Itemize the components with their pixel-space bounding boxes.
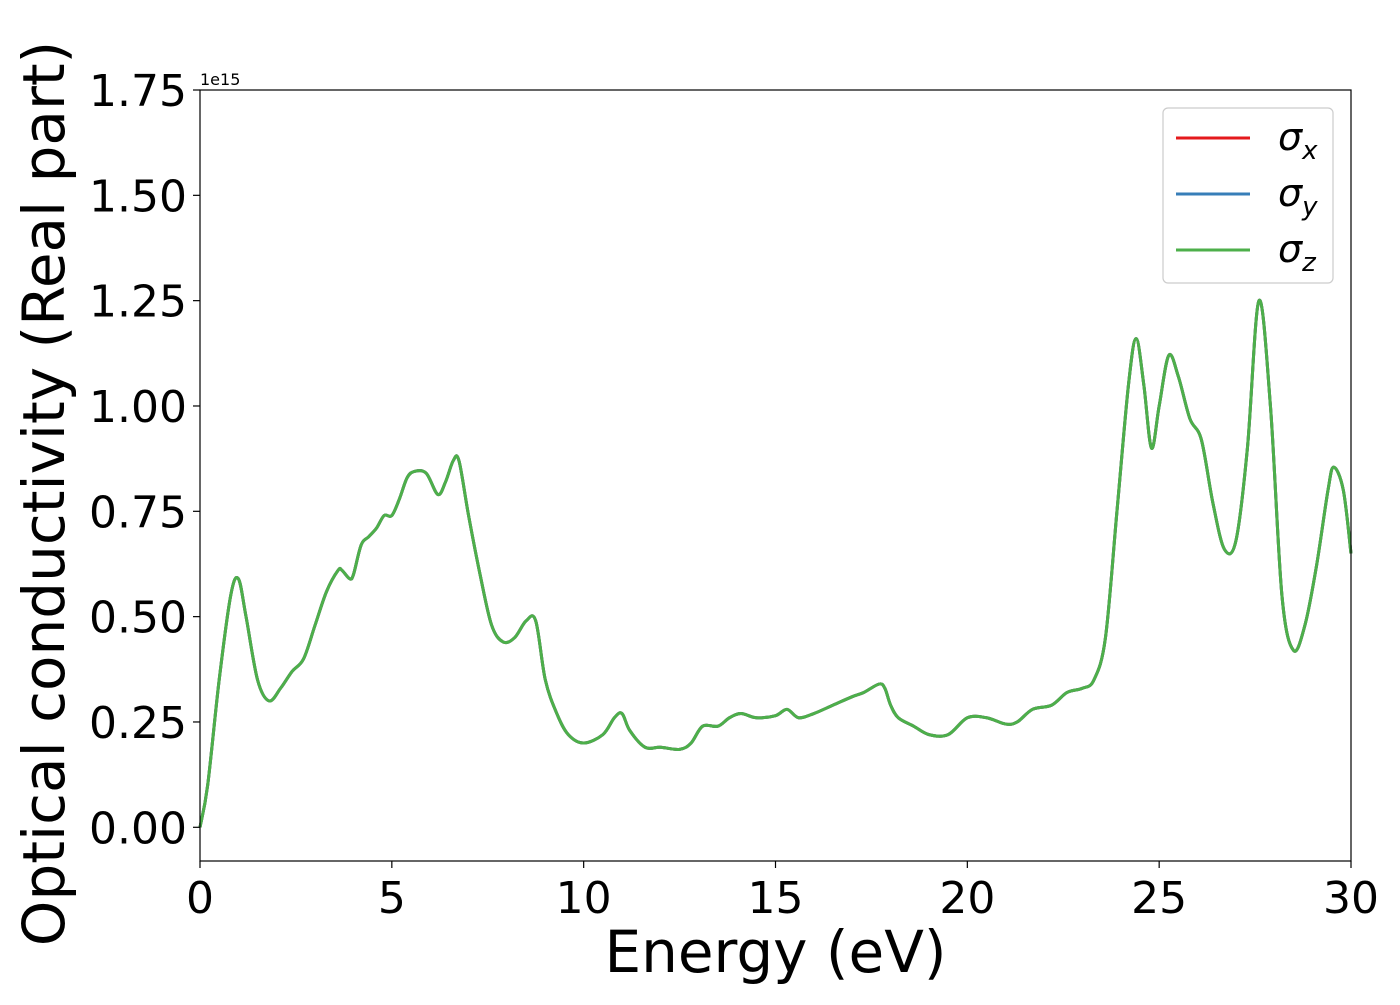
y-tick-label: 1.25 — [89, 277, 187, 328]
x-tick-label: 10 — [556, 873, 612, 924]
x-axis-title: Energy (eV) — [604, 918, 946, 986]
x-tick-label: 15 — [748, 873, 804, 924]
y-tick-label: 0.00 — [89, 803, 187, 854]
x-tick-label: 25 — [1131, 873, 1187, 924]
y-tick-label: 1.00 — [89, 382, 187, 433]
x-tick-label: 5 — [378, 873, 406, 924]
series-lines — [198, 298, 1353, 828]
series-line-z — [198, 298, 1353, 828]
x-tick-label: 20 — [939, 873, 995, 924]
y-axis-ticks: 0.00 0.25 0.50 0.75 1.00 1.25 1.50 1.75 — [89, 66, 200, 854]
x-tick-label: 0 — [186, 873, 214, 924]
y-tick-label: 1.75 — [89, 66, 187, 117]
y-tick-label: 1.50 — [89, 171, 187, 222]
x-tick-label: 30 — [1323, 873, 1379, 924]
legend-label-z: σz — [1278, 227, 1317, 278]
x-axis-ticks: 0 5 10 15 20 25 30 — [186, 861, 1379, 924]
y-tick-label: 0.50 — [89, 593, 187, 644]
y-tick-label: 0.25 — [89, 698, 187, 749]
y-offset-label: 1e15 — [200, 70, 240, 89]
y-axis-title: Optical conductivity (Real part) — [10, 41, 78, 946]
y-tick-label: 0.75 — [89, 487, 187, 538]
